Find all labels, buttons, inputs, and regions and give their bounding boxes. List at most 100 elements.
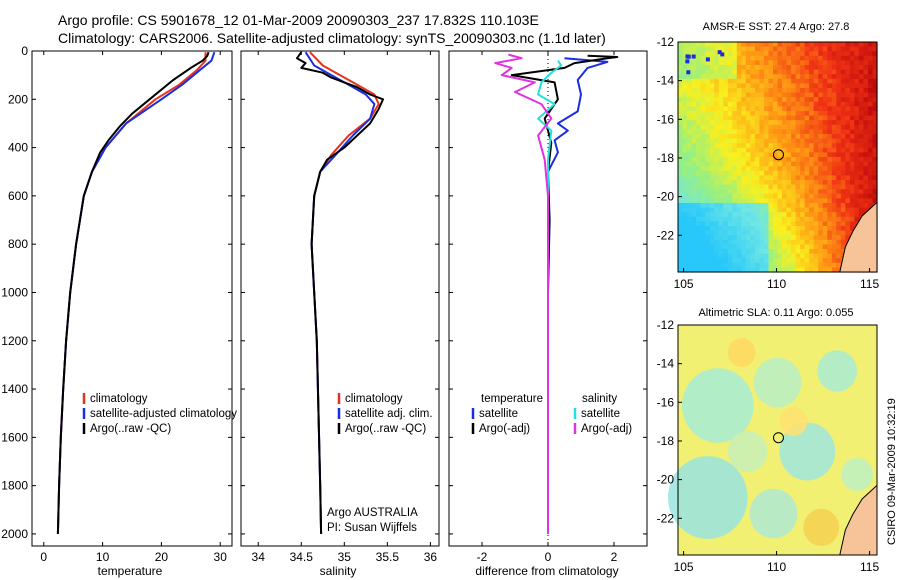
sst-cell bbox=[822, 120, 828, 126]
sst-cell bbox=[800, 143, 806, 149]
sst-cell bbox=[714, 170, 720, 176]
sst-cell bbox=[863, 69, 869, 75]
sst-cell bbox=[696, 180, 702, 186]
sst-cell bbox=[831, 69, 837, 75]
sst-cell bbox=[750, 189, 756, 195]
sst-cell bbox=[854, 101, 860, 107]
sst-cell bbox=[863, 180, 869, 186]
sst-cell bbox=[849, 97, 855, 103]
sst-cell bbox=[836, 157, 842, 163]
sst-cell bbox=[813, 74, 819, 80]
sst-cell bbox=[754, 193, 760, 199]
lat-tick-label: -18 bbox=[657, 151, 675, 165]
sst-cell bbox=[863, 193, 869, 199]
sst-cell bbox=[836, 207, 842, 213]
masked-pixel bbox=[705, 57, 710, 62]
sst-cell bbox=[868, 152, 874, 158]
sst-cell bbox=[795, 78, 801, 84]
sst-cell bbox=[763, 60, 769, 66]
sst-cell bbox=[759, 253, 765, 259]
sst-cell bbox=[691, 258, 697, 264]
sst-cell bbox=[800, 115, 806, 121]
sst-cell bbox=[687, 235, 693, 241]
sst-cell bbox=[840, 134, 846, 140]
sst-cell bbox=[678, 106, 684, 112]
lat-tick-label: -14 bbox=[657, 357, 675, 371]
sst-cell bbox=[773, 207, 779, 213]
sst-cell bbox=[754, 161, 760, 167]
sst-cell bbox=[714, 124, 720, 130]
sst-cell bbox=[723, 226, 729, 232]
sst-cell bbox=[736, 120, 742, 126]
sst-cell bbox=[782, 189, 788, 195]
sst-cell bbox=[822, 92, 828, 98]
sst-cell bbox=[754, 203, 760, 209]
sst-cell bbox=[782, 129, 788, 135]
sst-cell bbox=[809, 92, 815, 98]
sst-cell bbox=[745, 134, 751, 140]
sst-cell bbox=[678, 212, 684, 218]
sst-cell bbox=[831, 129, 837, 135]
sst-cell bbox=[732, 134, 738, 140]
sst-cell bbox=[687, 249, 693, 255]
sst-cell bbox=[791, 74, 797, 80]
sst-cell bbox=[759, 175, 765, 181]
sst-cell bbox=[709, 120, 715, 126]
sst-cell bbox=[763, 198, 769, 204]
sst-cell bbox=[687, 101, 693, 107]
sst-cell bbox=[696, 207, 702, 213]
sst-cell bbox=[849, 74, 855, 80]
sst-cell bbox=[795, 46, 801, 52]
sst-cell bbox=[782, 166, 788, 172]
sst-cell bbox=[700, 51, 706, 57]
lat-tick-label: -20 bbox=[657, 473, 675, 487]
sst-cell bbox=[750, 97, 756, 103]
sst-cell bbox=[723, 189, 729, 195]
sst-cell bbox=[678, 55, 684, 61]
sst-cell bbox=[718, 147, 724, 153]
sst-cell bbox=[696, 244, 702, 250]
sst-cell bbox=[777, 262, 783, 268]
sst-cell bbox=[696, 226, 702, 232]
sst-cell bbox=[718, 78, 724, 84]
sst-cell bbox=[782, 143, 788, 149]
sst-cell bbox=[804, 106, 810, 112]
sst-cell bbox=[818, 267, 824, 273]
sst-cell bbox=[759, 189, 765, 195]
sst-cell bbox=[849, 152, 855, 158]
sst-cell bbox=[849, 88, 855, 94]
sst-cell bbox=[754, 239, 760, 245]
sst-cell bbox=[696, 184, 702, 190]
sst-cell bbox=[809, 129, 815, 135]
sst-cell bbox=[732, 143, 738, 149]
sst-cell bbox=[741, 106, 747, 112]
sst-cell bbox=[849, 147, 855, 153]
sst-cell bbox=[836, 239, 842, 245]
sst-cell bbox=[723, 198, 729, 204]
sst-cell bbox=[709, 65, 715, 71]
y-tick-label: 400 bbox=[8, 141, 28, 155]
sst-cell bbox=[736, 83, 742, 89]
sst-cell bbox=[745, 101, 751, 107]
sst-cell bbox=[827, 216, 833, 222]
sst-cell bbox=[678, 134, 684, 140]
sst-cell bbox=[678, 258, 684, 264]
sst-cell bbox=[700, 170, 706, 176]
sst-cell bbox=[858, 166, 864, 172]
sst-cell bbox=[687, 83, 693, 89]
sst-cell bbox=[804, 97, 810, 103]
sst-cell bbox=[822, 152, 828, 158]
sst-cell bbox=[791, 65, 797, 71]
sst-cell bbox=[759, 170, 765, 176]
sst-cell bbox=[836, 249, 842, 255]
sst-cell bbox=[868, 180, 874, 186]
sst-cell bbox=[732, 97, 738, 103]
plot-frame bbox=[240, 50, 440, 547]
sst-cell bbox=[678, 239, 684, 245]
sst-cell bbox=[700, 111, 706, 117]
sst-cell bbox=[786, 115, 792, 121]
sst-cell bbox=[678, 249, 684, 255]
sst-cell bbox=[727, 78, 733, 84]
sst-cell bbox=[736, 65, 742, 71]
sst-cell bbox=[763, 42, 769, 48]
